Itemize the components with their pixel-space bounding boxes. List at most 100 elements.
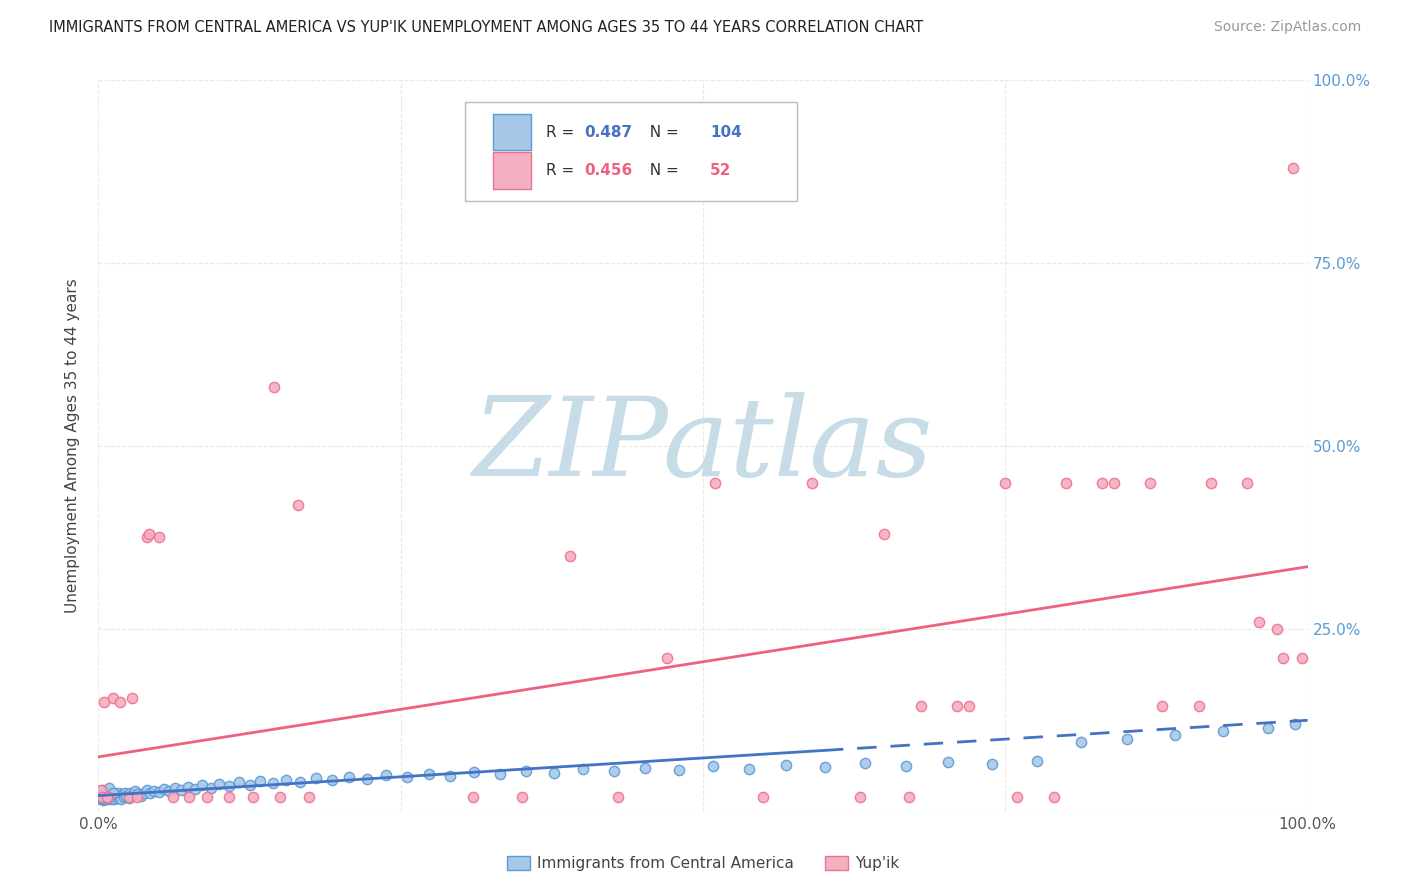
Point [752,790,775,805]
Point [97,790,120,805]
Legend: Immigrants from Central America, Yup'ik: Immigrants from Central America, Yup'ik [501,850,905,877]
Point [97,787,120,801]
Point [110,791,132,805]
Point [1070,735,1092,749]
Point [104,789,127,803]
Point [135,530,157,544]
Point [121,788,143,802]
Point [957,698,980,713]
Point [143,783,166,797]
Text: 52: 52 [710,162,731,178]
Point [543,766,565,780]
Point [910,698,932,713]
Point [702,759,724,773]
Point [602,764,624,779]
Point [100,789,122,804]
Point [184,782,207,797]
Point [849,790,872,805]
Point [814,760,837,774]
Point [162,790,184,805]
Point [100,787,122,801]
Point [104,786,127,800]
Point [111,787,134,801]
Point [946,698,969,713]
Point [1249,615,1271,629]
Point [228,775,250,789]
Point [195,790,218,805]
Point [101,786,124,800]
Point [668,763,690,777]
Point [152,782,174,797]
Point [90,789,112,803]
Point [127,787,149,801]
Point [1272,651,1295,665]
Point [994,475,1017,490]
Point [1236,475,1258,490]
Point [98,781,121,796]
Point [298,790,321,805]
Point [108,789,131,803]
Point [191,778,214,792]
Bar [492,114,531,151]
Point [1139,475,1161,490]
Point [91,790,114,805]
Point [103,791,125,805]
Text: R =: R = [546,125,579,140]
Point [93,789,115,804]
Point [463,790,485,805]
Point [139,787,162,801]
Point [853,756,876,771]
Point [558,549,581,563]
Point [114,786,136,800]
Point [981,757,1004,772]
Point [395,770,418,784]
Point [96,788,118,802]
Point [93,695,115,709]
Text: N =: N = [640,162,683,178]
Point [105,788,128,802]
Point [101,691,124,706]
Point [1091,475,1114,490]
Point [800,475,823,490]
Point [135,782,157,797]
Point [127,790,149,805]
Point [572,762,595,776]
Point [163,780,186,795]
Point [1257,721,1279,735]
Point [107,789,129,804]
Point [704,475,727,490]
Text: 104: 104 [710,125,742,140]
Text: Source: ZipAtlas.com: Source: ZipAtlas.com [1213,20,1361,34]
Point [89,790,111,805]
Point [1042,790,1064,805]
Point [1188,698,1211,713]
Point [1116,731,1139,746]
Point [101,790,124,805]
Point [200,780,222,795]
Point [1163,728,1185,742]
Y-axis label: Unemployment Among Ages 35 to 44 years: Unemployment Among Ages 35 to 44 years [65,278,80,614]
Point [96,790,118,805]
Point [337,770,360,784]
Point [91,787,114,801]
Text: 0.456: 0.456 [585,162,633,178]
Point [129,789,152,803]
Point [108,695,131,709]
Point [148,785,170,799]
Text: ZIPatlas: ZIPatlas [472,392,934,500]
Point [218,790,240,805]
Point [1267,622,1289,636]
Point [98,789,121,803]
Point [775,758,797,772]
Point [91,790,114,805]
Point [738,762,761,776]
Point [94,791,117,805]
Point [489,767,512,781]
Point [105,790,128,805]
Point [169,782,191,797]
Point [177,780,200,794]
Point [112,790,135,805]
Point [655,651,678,665]
Point [179,790,201,805]
Point [100,792,122,806]
